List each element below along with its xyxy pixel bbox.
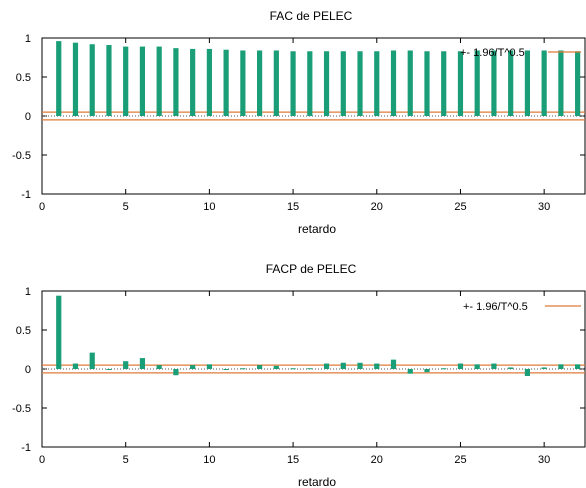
acf-bar-lag-4 xyxy=(106,45,112,116)
pacf-bar-lag-14 xyxy=(273,365,279,369)
acf-bar-lag-16 xyxy=(307,51,313,117)
pacf-xtick-label: 20 xyxy=(371,454,383,466)
pacf-ytick-label: -1 xyxy=(21,442,31,454)
acf-xtick-label: 0 xyxy=(39,201,45,213)
acf-bar-lag-13 xyxy=(257,50,263,117)
acf-panel: FAC de PELEC retardo -1-0.500.510 5 10 15 20… xyxy=(12,9,586,236)
pacf-bar-lag-15 xyxy=(290,368,296,370)
acf-bar-lag-24 xyxy=(441,51,447,117)
pacf-bar-lag-11 xyxy=(223,369,229,370)
pacf-bar-lag-17 xyxy=(323,363,330,369)
acf-bar-lag-5 xyxy=(123,46,129,116)
pacf-panel: FACP de PELEC retardo -1-0.500.510 5 10 15 2… xyxy=(12,262,586,488)
pacf-legend-label: +- 1.96/T^0.5 xyxy=(463,301,528,313)
pacf-ytick-label: 1 xyxy=(25,286,31,298)
pacf-bar-lag-13 xyxy=(257,365,263,369)
acf-bar-lag-9 xyxy=(190,48,196,116)
acf-bar-lag-23 xyxy=(424,51,430,117)
pacf-xtick-label: 5 xyxy=(123,454,129,466)
pacf-bar-lag-3 xyxy=(89,352,95,369)
acf-xtick-label: 20 xyxy=(371,201,383,213)
acf-bar-lag-15 xyxy=(290,51,296,117)
pacf-bar-lag-32 xyxy=(575,364,581,369)
pacf-bar-lag-31 xyxy=(558,364,564,369)
acf-ytick-label: 1 xyxy=(25,33,31,45)
acf-ytick-label: 0.5 xyxy=(16,72,31,84)
acf-bar-lag-18 xyxy=(340,51,346,117)
acf-legend-label: +- 1.96/T^0.5 xyxy=(460,47,525,59)
pacf-bar-lag-6 xyxy=(139,358,146,369)
pacf-bar-lag-30 xyxy=(541,367,547,369)
acf-bar-lag-6 xyxy=(139,46,146,116)
pacf-bar-lag-1 xyxy=(56,295,62,369)
acf-bar-lag-26 xyxy=(474,50,480,117)
pacf-bar-lag-25 xyxy=(457,363,464,369)
pacf-bar-lag-20 xyxy=(374,363,380,369)
acf-xtick-label: 10 xyxy=(203,201,215,213)
pacf-bar-lag-21 xyxy=(390,359,397,369)
acf-bar-lag-2 xyxy=(72,42,79,116)
acf-ytick-label: -0.5 xyxy=(12,150,31,162)
pacf-bar-lag-2 xyxy=(72,363,79,369)
acf-bar-lag-25 xyxy=(457,51,464,117)
acf-bar-lag-20 xyxy=(374,51,380,117)
acf-xlabel: retardo xyxy=(298,222,336,236)
acf-xtick-label: 15 xyxy=(287,201,299,213)
pacf-bar-lag-29 xyxy=(524,369,531,377)
pacf-bar-lag-4 xyxy=(106,369,112,370)
pacf-bar-lag-28 xyxy=(508,367,514,369)
acf-bar-lag-11 xyxy=(223,49,229,117)
pacf-bar-lag-22 xyxy=(407,369,413,374)
pacf-title: FACP de PELEC xyxy=(266,262,357,276)
acf-bar-lag-8 xyxy=(173,48,179,116)
acf-bar-lag-12 xyxy=(240,50,246,117)
acf-bar-lag-22 xyxy=(407,50,413,117)
pacf-xtick-label: 10 xyxy=(203,454,215,466)
acf-ytick-label: 0 xyxy=(25,111,31,123)
acf-bar-lag-10 xyxy=(206,48,212,116)
acf-bar-lag-31 xyxy=(558,50,564,117)
pacf-bar-lag-27 xyxy=(491,363,497,369)
acf-bar-lag-30 xyxy=(541,50,547,117)
acf-bar-lag-29 xyxy=(524,50,531,117)
pacf-bar-lag-19 xyxy=(357,362,363,369)
acf-xtick-label: 30 xyxy=(538,201,550,213)
pacf-bar-lag-7 xyxy=(156,365,162,369)
pacf-bar-lag-18 xyxy=(340,362,346,369)
acf-xtick-label: 25 xyxy=(454,201,466,213)
pacf-ytick-label: 0.5 xyxy=(16,325,31,337)
acf-bar-lag-28 xyxy=(508,50,514,117)
pacf-xlabel: retardo xyxy=(298,475,336,488)
pacf-bar-lag-10 xyxy=(206,364,212,369)
acf-bar-lag-14 xyxy=(273,50,279,117)
pacf-bar-lag-16 xyxy=(307,368,313,370)
acf-bar-lag-32 xyxy=(575,51,581,117)
pacf-xtick-label: 30 xyxy=(538,454,550,466)
pacf-bar-lag-23 xyxy=(424,369,430,373)
pacf-bar-lag-9 xyxy=(190,365,196,369)
pacf-xtick-label: 25 xyxy=(454,454,466,466)
pacf-xtick-label: 0 xyxy=(39,454,45,466)
acf-bar-lag-3 xyxy=(89,44,95,116)
pacf-bar-lag-12 xyxy=(240,368,246,370)
acf-bar-lag-1 xyxy=(56,41,62,117)
pacf-ytick-label: 0 xyxy=(25,364,31,376)
pacf-ytick-label: -0.5 xyxy=(12,403,31,415)
acf-xtick-label: 5 xyxy=(123,201,129,213)
acf-bar-lag-21 xyxy=(390,50,397,117)
acf-bar-lag-27 xyxy=(491,50,497,117)
acf-ytick-label: -1 xyxy=(21,189,31,201)
pacf-bar-lag-26 xyxy=(474,364,480,369)
acf-bar-lag-19 xyxy=(357,51,363,117)
acf-title: FAC de PELEC xyxy=(270,9,353,23)
acf-bar-lag-17 xyxy=(323,51,330,117)
pacf-bar-lag-8 xyxy=(173,369,179,376)
pacf-bar-lag-24 xyxy=(441,368,447,370)
acf-bar-lag-7 xyxy=(156,46,162,116)
pacf-bar-lag-5 xyxy=(123,361,129,369)
pacf-xtick-label: 15 xyxy=(287,454,299,466)
